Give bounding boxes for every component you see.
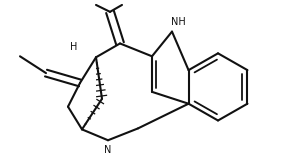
Text: H: H [70,42,78,52]
Text: N: N [104,145,112,155]
Text: NH: NH [171,17,185,27]
